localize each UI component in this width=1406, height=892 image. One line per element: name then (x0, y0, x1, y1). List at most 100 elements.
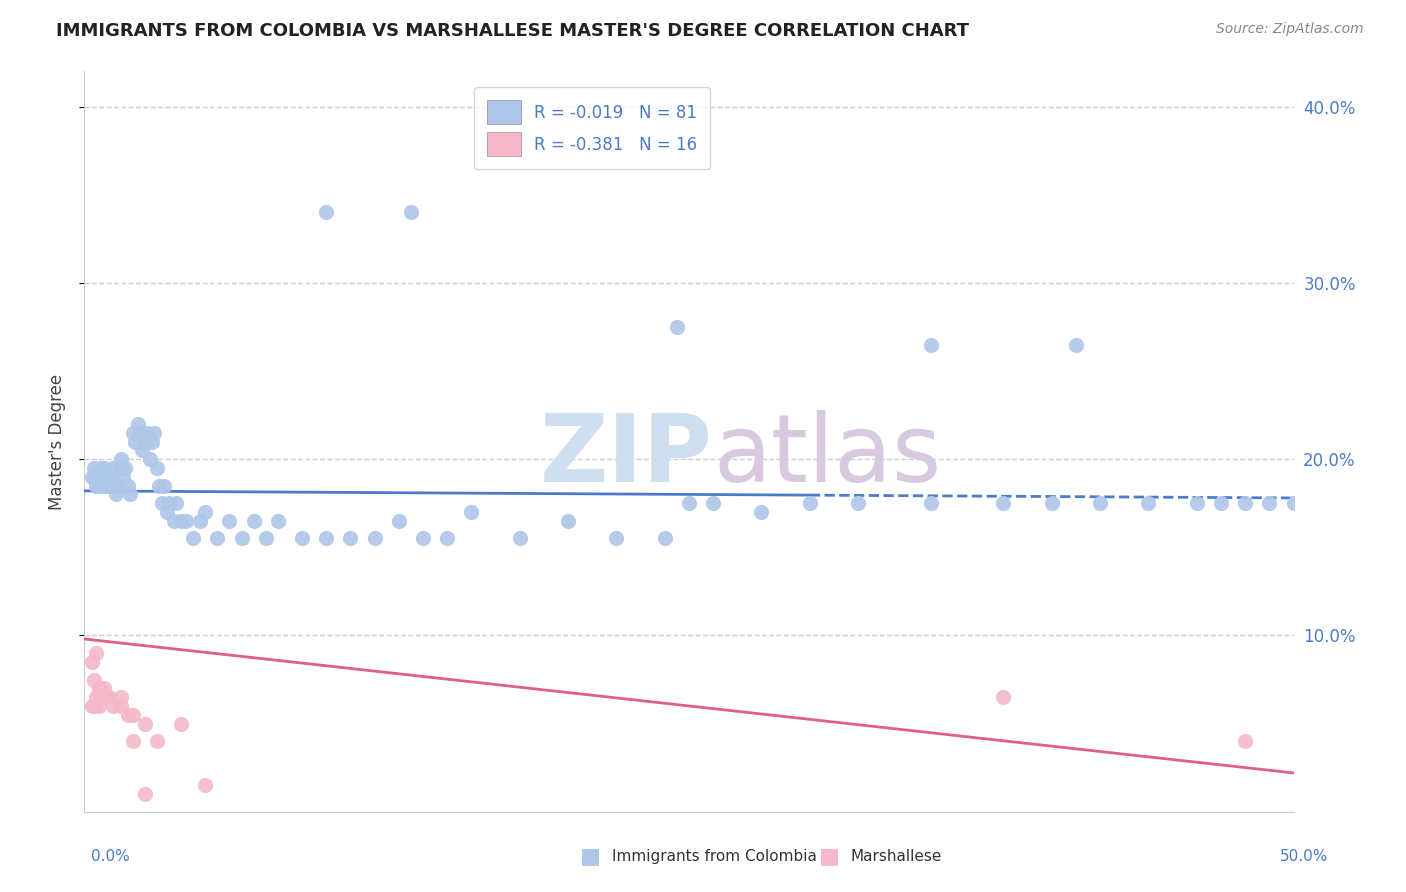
Point (181, 532, 204, 546)
Point (163, 514, 186, 528)
Point (134, 434, 156, 449)
Point (363, 532, 385, 546)
Text: Immigrants from Colombia: Immigrants from Colombia (612, 849, 817, 863)
Point (94, 690, 117, 705)
Point (124, 434, 146, 449)
Point (165, 496, 187, 510)
Point (127, 417, 149, 431)
Point (231, 532, 253, 546)
Point (80, 698, 103, 713)
Point (1209, 496, 1232, 510)
Point (103, 461, 125, 475)
Point (207, 532, 229, 546)
Text: ■: ■ (820, 847, 839, 866)
Point (509, 532, 531, 546)
Point (90, 470, 112, 484)
Point (339, 532, 361, 546)
Point (121, 707, 143, 722)
Point (1185, 496, 1208, 510)
Point (136, 425, 159, 440)
Point (557, 514, 579, 528)
Point (97, 690, 120, 705)
Point (83, 461, 105, 475)
Point (150, 496, 173, 510)
Point (315, 205, 337, 219)
Point (218, 514, 240, 528)
Point (87, 470, 110, 484)
Point (1234, 734, 1257, 748)
Point (121, 734, 143, 748)
Point (117, 478, 139, 492)
Point (254, 532, 277, 546)
Point (157, 496, 180, 510)
Point (799, 496, 821, 510)
Point (117, 707, 139, 722)
Point (87, 681, 110, 696)
Point (94, 478, 117, 492)
Text: ZIP: ZIP (540, 410, 713, 502)
Point (654, 532, 676, 546)
Point (399, 205, 422, 219)
Point (131, 443, 153, 458)
Text: Marshallese: Marshallese (851, 849, 942, 863)
Text: IMMIGRANTS FROM COLOMBIA VS MARSHALLESE MASTER'S DEGREE CORRELATION CHART: IMMIGRANTS FROM COLOMBIA VS MARSHALLESE … (56, 22, 969, 40)
Point (103, 698, 125, 713)
Point (120, 487, 142, 501)
Point (110, 690, 132, 705)
Point (83, 698, 105, 713)
Point (110, 452, 132, 467)
Point (138, 452, 160, 467)
Point (291, 532, 314, 546)
Point (143, 425, 166, 440)
Point (846, 496, 869, 510)
Point (190, 514, 212, 528)
Point (1137, 496, 1160, 510)
Point (129, 425, 152, 440)
Point (170, 514, 193, 528)
Point (1088, 496, 1111, 510)
Point (134, 787, 156, 801)
Point (267, 514, 290, 528)
Point (460, 505, 482, 519)
Point (751, 505, 773, 519)
Point (702, 496, 724, 510)
Point (86, 646, 108, 660)
Point (141, 434, 163, 449)
Point (920, 337, 942, 351)
Point (110, 461, 132, 475)
Point (104, 478, 127, 492)
Point (436, 532, 458, 546)
Point (80, 655, 103, 669)
Point (134, 716, 156, 731)
Point (678, 496, 700, 510)
Point (148, 478, 170, 492)
Point (146, 734, 169, 748)
Point (107, 478, 129, 492)
Point (412, 532, 434, 546)
Point (90, 461, 112, 475)
Point (194, 778, 217, 792)
Text: atlas: atlas (713, 410, 942, 502)
Point (97, 478, 120, 492)
Text: 50.0%: 50.0% (1281, 849, 1329, 863)
Point (993, 690, 1015, 705)
Point (90, 690, 112, 705)
Text: 0.0%: 0.0% (91, 849, 131, 863)
Point (83, 470, 105, 484)
Point (1064, 337, 1087, 351)
Point (86, 690, 108, 705)
Point (121, 425, 143, 440)
Point (114, 461, 136, 475)
Point (920, 496, 942, 510)
Point (1234, 496, 1257, 510)
Point (93, 461, 115, 475)
Y-axis label: Master's Degree: Master's Degree (48, 374, 66, 509)
Point (110, 698, 132, 713)
Text: ■: ■ (581, 847, 600, 866)
Point (153, 478, 176, 492)
Point (87, 478, 110, 492)
Point (242, 514, 264, 528)
Point (83, 673, 105, 687)
Point (112, 470, 135, 484)
Point (993, 496, 1015, 510)
